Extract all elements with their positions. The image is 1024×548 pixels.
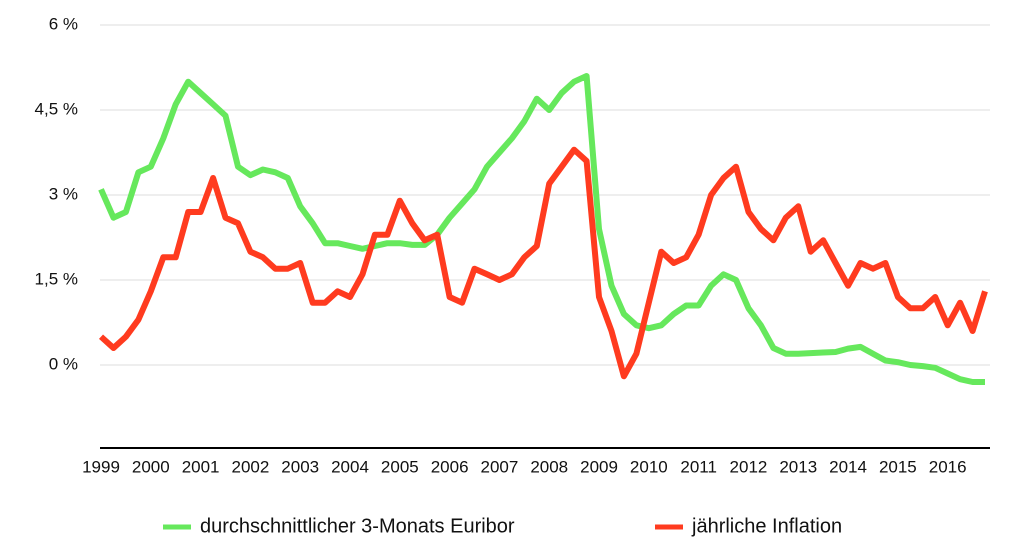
x-tick-label: 2013 [779, 457, 817, 476]
x-tick-label: 2011 [680, 457, 717, 476]
x-tick-label: 2003 [281, 457, 319, 476]
x-tick-label: 2007 [481, 457, 519, 476]
x-tick-label: 2000 [132, 457, 170, 476]
x-tick-label: 2012 [730, 457, 768, 476]
x-tick-label: 1999 [82, 457, 120, 476]
y-tick-label: 0 % [49, 354, 78, 373]
legend-label: jährliche Inflation [691, 515, 842, 537]
x-tick-label: 2005 [381, 457, 419, 476]
x-tick-label: 2010 [630, 457, 668, 476]
x-tick-label: 2015 [879, 457, 917, 476]
x-tick-label: 2002 [231, 457, 269, 476]
y-tick-label: 6 % [49, 14, 78, 33]
x-tick-label: 2016 [929, 457, 967, 476]
y-tick-label: 4,5 % [35, 99, 78, 118]
x-tick-label: 2008 [530, 457, 568, 476]
x-tick-label: 2014 [829, 457, 867, 476]
y-tick-label: 1,5 % [35, 269, 78, 288]
y-tick-label: 3 % [49, 184, 78, 203]
series-line [98, 146, 988, 380]
x-tick-label: 2006 [431, 457, 469, 476]
x-tick-label: 2001 [182, 457, 220, 476]
x-tick-label: 2009 [580, 457, 618, 476]
legend-label: durchschnittlicher 3-Monats Euribor [200, 515, 515, 537]
series-line [98, 73, 985, 385]
x-tick-label: 2004 [331, 457, 369, 476]
